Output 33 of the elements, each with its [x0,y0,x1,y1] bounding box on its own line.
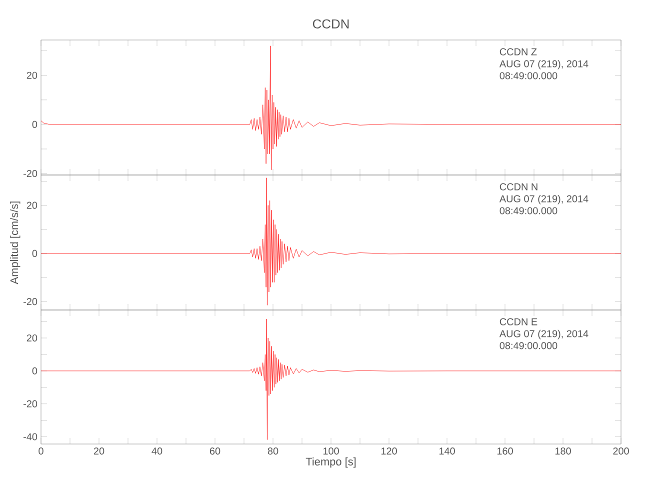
annotation: AUG 07 (219), 2014 [499,60,588,70]
x-tick-label: 0 [38,448,44,455]
y-tick-label: 0 [32,367,38,374]
y-tick-label: -40 [24,433,38,440]
chart-title: CCDN [312,19,349,28]
x-tick-label: 200 [613,448,629,455]
annotation: CCDN N [500,183,538,190]
x-tick-label: 120 [381,448,397,455]
x-tick-label: 60 [210,448,220,455]
y-tick-label: -20 [24,298,38,306]
x-tick-label: 20 [94,448,104,455]
annotation: AUG 07 (219), 2014 [499,330,588,340]
x-tick-label: 80 [268,448,278,455]
x-tick-label: 140 [439,448,455,455]
y-axis-title: Amplitud [cm/s/s] [10,202,20,284]
y-tick-label: -20 [24,170,38,178]
annotation: CCDN E [500,318,538,326]
y-tick-label: 20 [26,202,38,209]
y-tick-label: 0 [32,250,38,257]
annotation: CCDN Z [500,48,537,56]
x-tick-label: 160 [497,448,513,455]
y-tick-label: -20 [24,400,38,408]
x-tick-label: 40 [152,448,162,455]
annotation: 08:49:00.000 [500,207,558,214]
x-tick-label: 100 [323,448,339,455]
x-tick-label: 180 [555,448,571,455]
y-tick-label: 20 [26,72,38,79]
y-tick-label: 0 [32,120,38,128]
annotation: 08:49:00.000 [500,342,558,350]
annotation: 08:49:00.000 [500,72,558,80]
x-axis-title: Tiempo [s] [306,457,356,468]
y-tick-label: 20 [26,334,38,342]
annotation: AUG 07 (219), 2014 [499,194,588,204]
